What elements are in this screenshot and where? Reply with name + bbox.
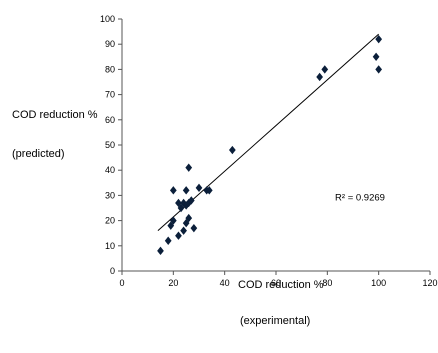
data-point [195,183,203,193]
y-tick-label: 20 [105,216,115,226]
data-points [157,34,383,256]
data-point [175,231,182,240]
data-point [375,34,383,44]
data-point [175,198,182,208]
y-tick-label: 60 [105,115,115,125]
x-tick-label: 120 [422,278,437,288]
data-point [321,65,329,74]
data-point [185,213,193,223]
data-point [182,186,190,195]
axes [118,18,431,275]
data-point [177,203,185,213]
data-point [180,226,187,235]
data-point [316,72,323,82]
trendline-group [157,33,379,232]
y-tick-label: 70 [105,90,115,100]
data-point [164,236,172,245]
x-tick-label: 80 [322,278,332,288]
data-point [190,223,198,233]
x-tick-label: 60 [271,278,281,288]
x-tick-label: 20 [168,278,178,288]
r-squared-annotation: R² = 0.9269 [335,192,385,203]
x-tick-label: 40 [220,278,230,288]
y-axis-label-line1: COD reduction % [12,109,98,121]
y-tick-label: 90 [105,39,115,49]
data-point [182,218,190,228]
x-axis-label-line2: (experimental) [240,315,311,327]
data-point [157,246,164,256]
y-tick-label: 0 [110,266,115,276]
y-tick-label: 40 [105,165,115,175]
data-point [185,163,193,172]
data-point [169,216,177,225]
tick-labels: 0 10 20 30 40 50 60 70 80 90 100 0 20 40 60 80 100 120 [100,14,438,288]
data-point [229,145,236,155]
y-tick-label: 100 [100,14,115,24]
data-point [169,186,177,195]
data-point [372,52,380,61]
data-point [375,65,383,74]
trendline [157,33,379,232]
x-axis-label-line1: COD reduction % [238,279,324,291]
x-tick-label: 0 [119,278,124,288]
y-tick-label: 50 [105,140,115,150]
annotation-group: R² = 0.9269 [335,192,385,203]
y-tick-label: 10 [105,241,115,251]
x-tick-label: 100 [371,278,386,288]
y-tick-label: 80 [105,64,115,74]
data-point [205,186,213,195]
y-tick-label: 30 [105,190,115,200]
data-point [187,196,195,205]
y-axis-label-line2: (predicted) [12,148,65,160]
data-point [182,201,190,210]
